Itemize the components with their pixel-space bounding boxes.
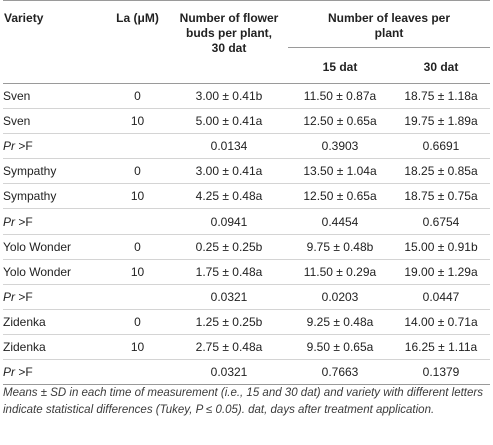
table-row: Sven 10 5.00 ± 0.41a 12.50 ± 0.65a 19.75 ± 1… [3,108,491,135]
pr-label: Pr [3,139,15,154]
variety-cell: Yolo Wonder [3,234,105,260]
leaves-30-dat-cell: 18.75 ± 0.75a [392,183,491,210]
leaves-15-dat-cell: 0.3903 [288,133,392,160]
flower-buds-cell: 2.75 ± 0.48a [170,334,288,361]
flower-buds-cell: 0.0134 [170,133,288,160]
leaves-30-dat-cell: 18.25 ± 0.85a [392,158,491,185]
leaves-15-dat-cell: 0.4454 [288,208,392,235]
flower-buds-cell: 4.25 ± 0.48a [170,183,288,210]
leaves-30-dat-cell: 19.75 ± 1.89a [392,108,491,135]
la-cell: 0 [105,234,170,260]
header-variety: Variety [3,0,105,84]
table-footnote: Means ± SD in each time of measurement (… [3,387,483,416]
header-15-dat: 15 dat [322,60,358,74]
flower-buds-cell: 0.0941 [170,208,288,235]
flower-buds-cell: 5.00 ± 0.41a [170,108,288,135]
variety-cell: Sven [3,84,105,110]
leaves-30-dat-cell: 15.00 ± 0.91b [392,234,491,260]
leaves-30-dat-cell: 0.1379 [392,359,491,386]
variety-cell: Yolo Wonder [3,259,105,285]
leaves-15-dat-cell: 0.7663 [288,359,392,386]
leaves-15-dat-cell: 12.50 ± 0.65a [288,183,392,210]
header-30-dat: 30 dat [423,60,459,74]
table-row: Yolo Wonder 0 0.25 ± 0.25b 9.75 ± 0.48b 15.0… [3,234,491,260]
la-cell [105,284,170,310]
table-row: Sven 0 3.00 ± 0.41b 11.50 ± 0.87a 18.75 ± 1.… [3,84,491,110]
pr-label: Pr [3,289,15,304]
leaves-15-dat-cell: 0.0203 [288,284,392,310]
variety-cell: Zidenka [3,334,105,361]
la-cell: 10 [105,108,170,135]
la-cell: 10 [105,183,170,210]
table-row: Yolo Wonder 10 1.75 ± 0.48a 11.50 ± 0.29a 19… [3,259,491,285]
pr-f-label: Pr >F [3,359,105,386]
table-row: Zidenka 10 2.75 ± 0.48a 9.50 ± 0.65a 16.25 ±… [3,334,491,361]
pr-f-label: Pr >F [3,133,105,160]
header-leaves: Number of leaves per plant [288,0,491,48]
leaves-15-dat-cell: 12.50 ± 0.65a [288,108,392,135]
flower-buds-cell: 3.00 ± 0.41b [170,84,288,110]
variety-cell: Sven [3,108,105,135]
table-row: Sympathy 10 4.25 ± 0.48a 12.50 ± 0.65a 18.75… [3,183,491,210]
table-row-pr-f: Pr >F 0.0134 0.3903 0.6691 [3,133,491,160]
leaves-30-dat-cell: 16.25 ± 1.11a [392,334,491,361]
header-flower-buds: Number of flower buds per plant, 30 dat [170,0,288,84]
la-cell [105,359,170,386]
pr-label: Pr [3,214,15,229]
leaves-30-dat-cell: 0.6691 [392,133,491,160]
table-row-pr-f: Pr >F 0.0941 0.4454 0.6754 [3,208,491,235]
gt-f-label: >F [15,289,33,304]
leaves-15-dat-cell: 9.25 ± 0.48a [288,309,392,335]
pr-f-label: Pr >F [3,284,105,310]
leaves-30-dat-cell: 0.6754 [392,208,491,235]
gt-f-label: >F [15,214,33,229]
leaves-30-dat-cell: 19.00 ± 1.29a [392,259,491,285]
table-row-pr-f: Pr >F 0.0321 0.0203 0.0447 [3,284,491,310]
flower-buds-cell: 1.75 ± 0.48a [170,259,288,285]
leaves-15-dat-cell: 9.50 ± 0.65a [288,334,392,361]
la-cell: 10 [105,334,170,361]
la-cell: 10 [105,259,170,285]
table-body: Sven 0 3.00 ± 0.41b 11.50 ± 0.87a 18.75 ± 1.… [3,84,491,386]
flower-buds-cell: 3.00 ± 0.41a [170,158,288,185]
table-row-pr-f: Pr >F 0.0321 0.7663 0.1379 [3,359,491,386]
flower-buds-cell: 0.25 ± 0.25b [170,234,288,260]
variety-cell: Zidenka [3,309,105,335]
leaves-30-dat-cell: 0.0447 [392,284,491,310]
flower-buds-cell: 1.25 ± 0.25b [170,309,288,335]
leaves-30-dat-cell: 18.75 ± 1.18a [392,84,491,110]
la-cell [105,208,170,235]
flower-buds-cell: 0.0321 [170,359,288,386]
table-row: Sympathy 0 3.00 ± 0.41a 13.50 ± 1.04a 18.25 … [3,158,491,185]
table-row: Zidenka 0 1.25 ± 0.25b 9.25 ± 0.48a 14.00 ± … [3,309,491,335]
pr-f-label: Pr >F [3,208,105,235]
variety-cell: Sympathy [3,183,105,210]
la-cell: 0 [105,84,170,110]
leaves-15-dat-cell: 13.50 ± 1.04a [288,158,392,185]
leaves-15-dat-cell: 9.75 ± 0.48b [288,234,392,260]
pr-label: Pr [3,365,15,380]
header-la: La (μM) [105,0,170,84]
leaves-30-dat-cell: 14.00 ± 0.71a [392,309,491,335]
flower-buds-cell: 0.0321 [170,284,288,310]
leaves-15-dat-cell: 11.50 ± 0.87a [288,84,392,110]
leaves-15-dat-cell: 11.50 ± 0.29a [288,259,392,285]
la-cell: 0 [105,158,170,185]
la-cell: 0 [105,309,170,335]
gt-f-label: >F [15,365,33,380]
variety-cell: Sympathy [3,158,105,185]
la-cell [105,133,170,160]
data-table-container: Variety La (μM) Number of flower buds pe… [3,0,491,386]
data-table: Variety La (μM) Number of flower buds pe… [3,0,491,386]
gt-f-label: >F [15,139,33,154]
